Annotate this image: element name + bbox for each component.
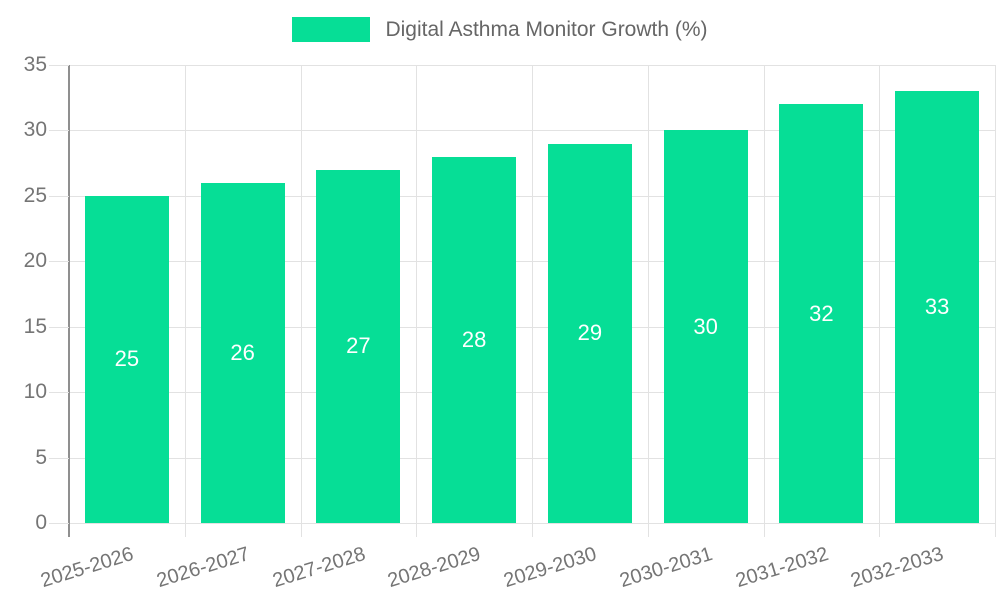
y-axis-tick-label: 30 [23, 118, 47, 142]
x-axis-label-2027-2028: 2027-2028 [269, 543, 368, 593]
y-axis-tick [49, 523, 69, 524]
plot-area: 25 26 27 28 29 30 32 33 [69, 65, 996, 524]
bar-value-label: 33 [924, 294, 950, 320]
y-axis-tick [49, 130, 69, 132]
bar-2029-2030[interactable]: 29 [547, 143, 632, 523]
y-axis-tick-label: 25 [23, 183, 47, 207]
gridline-vertical [995, 65, 996, 523]
gridline-vertical [416, 65, 418, 523]
y-axis-tick-label: 0 [35, 511, 47, 534]
x-axis-tick [647, 523, 649, 537]
y-axis-tick-label: 35 [23, 53, 47, 76]
x-axis-tick [416, 523, 418, 537]
x-axis-tick [763, 523, 765, 537]
x-axis-label-2029-2030: 2029-2030 [501, 543, 600, 593]
bar-2028-2029[interactable]: 28 [432, 156, 517, 523]
gridline-vertical [763, 65, 765, 523]
x-axis-label-2031-2032: 2031-2032 [732, 543, 831, 593]
bar-2025-2026[interactable]: 25 [84, 195, 169, 523]
x-axis-label-2026-2027: 2026-2027 [154, 543, 253, 593]
y-axis-tick-label: 10 [23, 380, 47, 404]
y-axis-tick [49, 457, 69, 459]
gridline-vertical [532, 65, 533, 523]
bar-value-label: 30 [693, 313, 718, 339]
x-axis-label-2030-2031: 2030-2031 [617, 543, 716, 593]
bar-value-label: 26 [230, 339, 255, 365]
bar-value-label: 29 [577, 320, 603, 346]
y-axis-tick [49, 65, 69, 66]
x-axis-label-2032-2033: 2032-2033 [848, 543, 947, 593]
legend[interactable]: Digital Asthma Monitor Growth (%) [0, 17, 1000, 42]
y-axis-tick [49, 326, 69, 328]
bar-value-label: 32 [809, 300, 834, 326]
y-axis-tick [49, 195, 69, 197]
x-axis-tick [300, 523, 302, 537]
y-axis-line [68, 65, 70, 537]
x-axis-tick [879, 523, 881, 537]
legend-swatch-icon [292, 17, 371, 42]
bar-2027-2028[interactable]: 27 [316, 169, 401, 523]
legend-label: Digital Asthma Monitor Growth (%) [385, 18, 708, 41]
bar-2026-2027[interactable]: 26 [200, 182, 285, 523]
y-axis-tick [49, 392, 69, 394]
bar-value-label: 27 [346, 333, 371, 359]
x-axis-tick [532, 523, 533, 537]
bar-value-label: 28 [461, 326, 487, 352]
bar-2031-2032[interactable]: 32 [779, 104, 864, 523]
y-axis-tick [49, 261, 69, 263]
x-axis-label-2025-2026: 2025-2026 [38, 543, 137, 593]
gridline-vertical [184, 65, 186, 523]
x-axis-label-2028-2029: 2028-2029 [385, 543, 484, 593]
x-axis-tick [995, 523, 996, 537]
y-axis-tick-label: 5 [35, 445, 47, 469]
bar-2030-2031[interactable]: 30 [663, 130, 748, 523]
gridline-vertical [879, 65, 881, 523]
bar-2032-2033[interactable]: 33 [895, 91, 980, 523]
bar-value-label: 25 [114, 346, 140, 372]
y-axis-tick-label: 15 [23, 314, 47, 338]
gridline-vertical [300, 65, 302, 523]
y-axis-tick-label: 20 [23, 249, 47, 273]
gridline-vertical [647, 65, 649, 523]
x-axis-tick [184, 523, 186, 537]
